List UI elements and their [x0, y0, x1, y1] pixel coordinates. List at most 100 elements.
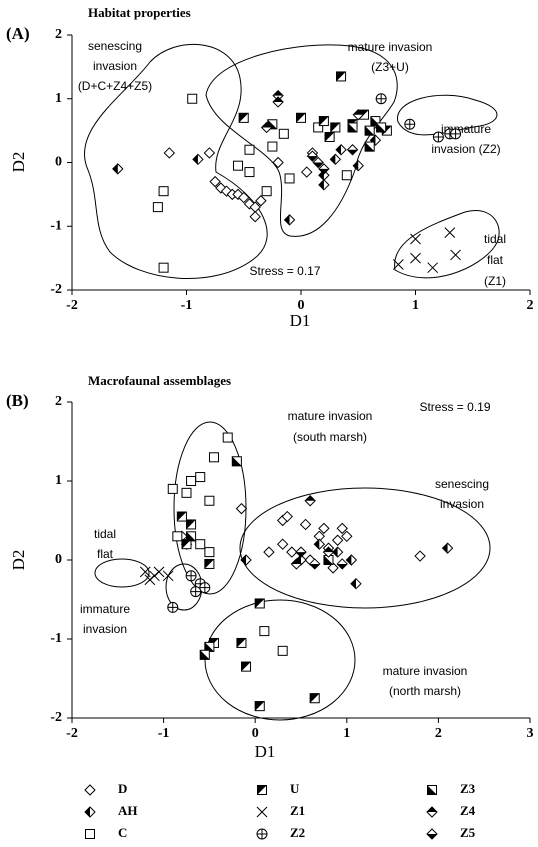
annotation: immature: [80, 602, 130, 616]
y-tick-label: 0: [55, 552, 62, 567]
point: [375, 93, 387, 105]
y-tick-label: 1: [55, 91, 62, 106]
marker-fill: [199, 649, 210, 660]
point: [341, 530, 353, 543]
point: [329, 153, 342, 166]
point: [392, 259, 404, 270]
marker-fill: [336, 71, 347, 82]
point: [238, 112, 249, 123]
x-tick-label: 0: [298, 298, 305, 313]
legend-symbol: [85, 829, 95, 839]
annotation: invasion (Z2): [431, 142, 500, 156]
point: [204, 495, 215, 506]
marker-shape: [195, 539, 206, 550]
legend-label: Z2: [290, 825, 305, 840]
point: [450, 249, 461, 261]
marker-fill: [318, 179, 324, 190]
marker-shape: [244, 167, 255, 178]
point: [139, 566, 151, 578]
legend-symbol: [426, 806, 438, 818]
annotation: invasion: [440, 497, 484, 511]
outline: [205, 44, 398, 237]
point: [350, 577, 362, 590]
marker-shape: [301, 166, 313, 178]
point: [281, 510, 293, 523]
marker-shape: [272, 156, 284, 169]
annotation: (Z1): [484, 274, 506, 288]
y-tick-label: -2: [50, 282, 62, 297]
panel-title: Habitat properties: [88, 5, 191, 20]
marker-shape: [204, 547, 215, 558]
marker-shape: [153, 566, 165, 578]
marker-shape: [257, 829, 267, 839]
annotation: mature invasion: [348, 40, 433, 54]
x-tick-label: -2: [66, 298, 78, 313]
point: [167, 601, 179, 613]
x-tick-label: 2: [527, 298, 534, 313]
point: [410, 233, 421, 245]
marker-shape: [433, 132, 444, 142]
x-tick-label: 1: [343, 726, 350, 741]
x-tick-label: 3: [527, 726, 534, 741]
point: [312, 156, 324, 169]
point: [318, 522, 330, 535]
point: [112, 163, 124, 175]
point: [336, 522, 348, 535]
marker-shape: [259, 626, 270, 637]
marker-shape: [392, 259, 404, 270]
marker-fill: [332, 547, 338, 558]
x-tick-label: 1: [412, 298, 419, 313]
point: [444, 227, 456, 238]
point: [158, 186, 169, 197]
marker-fill: [284, 214, 290, 225]
marker-shape: [208, 452, 219, 463]
marker-fill: [313, 162, 324, 168]
marker-fill: [376, 122, 387, 133]
marker-fill: [291, 558, 302, 564]
point: [272, 96, 284, 108]
marker-shape: [209, 175, 221, 188]
point: [364, 125, 375, 136]
point: [167, 483, 178, 494]
marker-shape: [331, 534, 344, 546]
point: [313, 538, 326, 550]
annotation: invasion: [83, 622, 127, 636]
marker-shape: [414, 550, 426, 562]
point: [172, 531, 183, 542]
panel-label: (A): [6, 24, 30, 43]
x-tick-label: -1: [158, 726, 170, 741]
point: [267, 141, 278, 152]
point: [190, 586, 202, 598]
marker-shape: [267, 141, 278, 152]
marker-fill: [442, 543, 448, 554]
marker-shape: [276, 538, 289, 550]
marker-fill: [314, 539, 320, 550]
point: [276, 538, 289, 550]
marker-shape: [256, 806, 268, 818]
panel-title: Macrofaunal assemblages: [88, 373, 231, 388]
marker-fill: [330, 122, 341, 133]
marker-fill: [192, 154, 198, 165]
marker-shape: [341, 170, 352, 181]
marker-shape: [195, 472, 206, 483]
marker-fill: [273, 96, 284, 102]
annotation: (D+C+Z4+Z5): [78, 79, 152, 93]
marker-fill: [261, 122, 272, 128]
marker-fill: [309, 563, 320, 569]
marker-shape: [427, 262, 439, 274]
point: [284, 173, 295, 184]
marker-shape: [450, 128, 461, 139]
point: [301, 166, 313, 178]
point: [203, 147, 216, 159]
marker-fill: [427, 785, 437, 795]
point: [331, 534, 344, 546]
legend-label: Z3: [460, 781, 476, 796]
outline: [397, 94, 498, 136]
point: [186, 476, 197, 486]
marker-fill: [85, 807, 90, 817]
legend-symbol: [84, 784, 96, 796]
marker-shape: [186, 570, 197, 581]
marker-shape: [203, 147, 216, 159]
point: [318, 116, 329, 127]
point: [263, 546, 275, 558]
